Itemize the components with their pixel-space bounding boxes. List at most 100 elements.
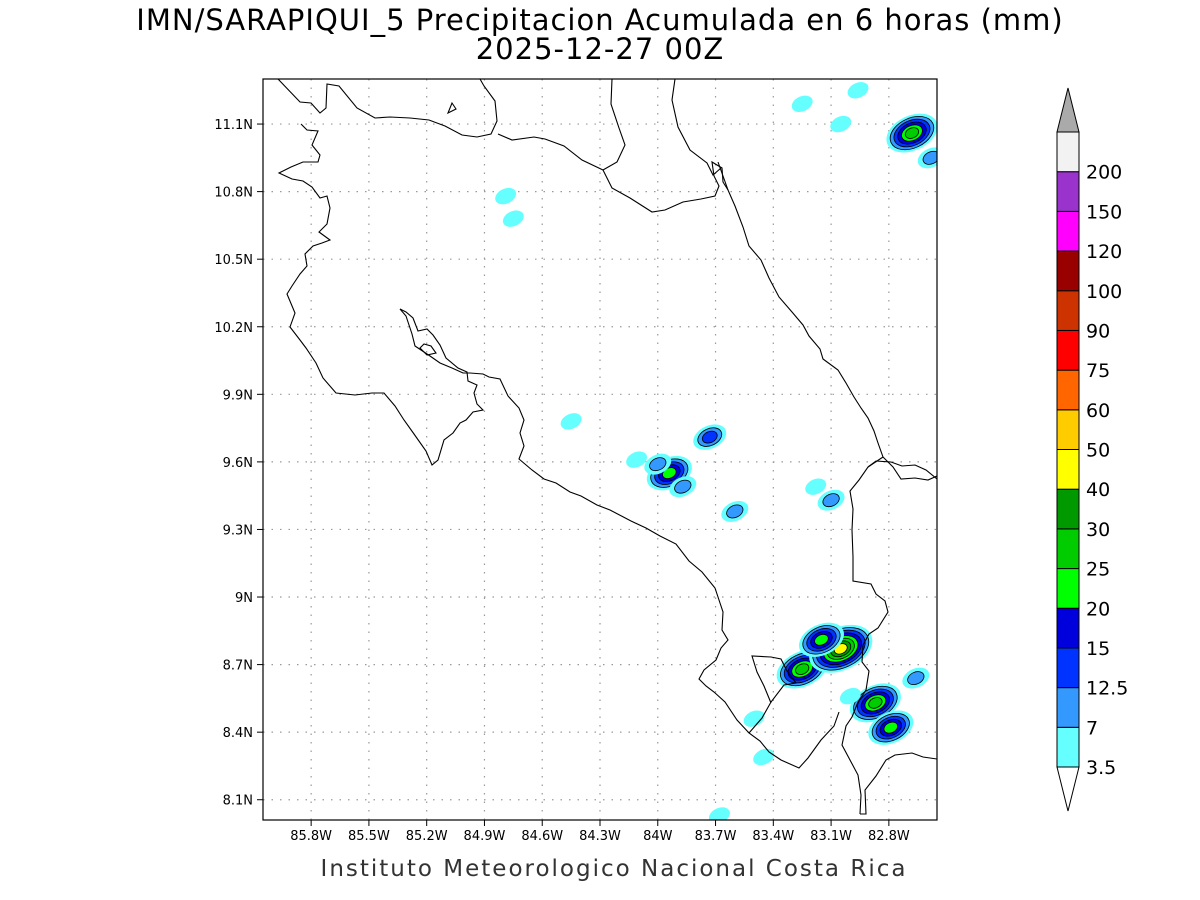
x-tick-label: 85.2W bbox=[406, 829, 448, 844]
x-tick-label: 84.6W bbox=[521, 829, 563, 844]
precip-cell bbox=[917, 147, 937, 169]
precip-cell bbox=[560, 413, 582, 430]
colorbar-swatch bbox=[1056, 131, 1080, 173]
precip-contour bbox=[795, 663, 810, 675]
colorbar-label: 60 bbox=[1086, 400, 1110, 422]
precip-cell bbox=[626, 451, 648, 468]
colorbar-swatch bbox=[1056, 210, 1080, 252]
precip-contour bbox=[726, 504, 744, 519]
colorbar-swatch bbox=[1056, 687, 1080, 728]
y-tick-label: 8.4N bbox=[223, 726, 253, 741]
precip-contour bbox=[868, 697, 883, 709]
x-tick-label: 82.8W bbox=[868, 829, 910, 844]
x-tick-label: 84W bbox=[643, 829, 673, 844]
precip-cell bbox=[644, 453, 672, 475]
colorbar-swatch bbox=[1056, 488, 1080, 530]
caribbean-coast-south bbox=[602, 160, 889, 815]
longitude-tick-labels: 85.8W 85.5W 85.2W 84.9W 84.6W 84.3W 84W 83.7W 83… bbox=[290, 820, 910, 844]
precip-cell bbox=[798, 622, 844, 658]
precip-cell bbox=[839, 687, 861, 705]
colorbar-label: 25 bbox=[1086, 559, 1110, 581]
precip-contour bbox=[847, 82, 869, 99]
precip-cell bbox=[495, 187, 517, 205]
panama-border-north bbox=[867, 460, 937, 480]
colorbar-swatch bbox=[1056, 329, 1080, 371]
precip-contour bbox=[830, 115, 852, 133]
colorbar-swatch bbox=[1056, 290, 1080, 331]
precip-cell bbox=[502, 210, 524, 227]
colorbar-swatch bbox=[1056, 528, 1080, 570]
y-tick-label: 8.7N bbox=[223, 659, 253, 674]
colorbar-label: 120 bbox=[1086, 241, 1122, 263]
precip-contour bbox=[649, 457, 667, 472]
latitude-tick-labels: 11.1N 10.8N 10.5N 10.2N 9.9N 9.6N 9.3N 9N 8.7N 8.… bbox=[214, 118, 263, 809]
colorbar-swatch bbox=[1056, 726, 1080, 768]
precip-cell bbox=[868, 710, 914, 745]
y-tick-label: 8.1N bbox=[223, 794, 253, 809]
x-tick-label: 85.5W bbox=[348, 829, 390, 844]
precip-cell bbox=[902, 667, 930, 689]
colorbar-swatch bbox=[1056, 607, 1080, 649]
precip-cell bbox=[817, 489, 845, 511]
precip-contour bbox=[791, 95, 813, 112]
map-subtitle: 2025-12-27 00Z bbox=[475, 32, 725, 66]
y-tick-label: 10.5N bbox=[214, 253, 253, 268]
precip-contour bbox=[743, 710, 765, 727]
colorbar-label: 100 bbox=[1086, 281, 1122, 303]
precip-cell bbox=[693, 424, 727, 450]
panama-east bbox=[882, 456, 937, 481]
precip-contour bbox=[883, 721, 899, 734]
colorbar-swatch bbox=[1056, 409, 1080, 450]
precip-contour bbox=[814, 633, 829, 646]
y-tick-label: 9.9N bbox=[223, 388, 253, 403]
coastlines-borders bbox=[277, 79, 937, 815]
precip-contour bbox=[495, 187, 517, 205]
institution-footer: Instituto Meteorologico Nacional Costa R… bbox=[320, 856, 908, 882]
precip-contour bbox=[753, 748, 775, 766]
precip-contour bbox=[708, 807, 730, 820]
y-tick-label: 9.3N bbox=[223, 523, 253, 538]
caribbean-coast bbox=[497, 79, 626, 171]
colorbar-label: 150 bbox=[1086, 201, 1122, 223]
precip-cell bbox=[830, 115, 852, 133]
precip-cell bbox=[886, 113, 937, 153]
nicoya-gulf-east bbox=[399, 308, 840, 769]
x-tick-label: 83.7W bbox=[695, 829, 737, 844]
colorbar-swatch bbox=[1056, 171, 1080, 212]
precip-contour bbox=[560, 413, 582, 430]
x-tick-label: 85.8W bbox=[290, 829, 332, 844]
small-island bbox=[446, 101, 457, 115]
x-tick-label: 83.4W bbox=[752, 829, 794, 844]
colorbar-label: 200 bbox=[1086, 162, 1122, 184]
coast-north-east bbox=[671, 79, 722, 176]
colorbar-label: 75 bbox=[1086, 360, 1110, 382]
precip-contour bbox=[701, 430, 718, 444]
colorbar-swatch bbox=[1056, 250, 1080, 292]
colorbar-swatch bbox=[1056, 449, 1080, 490]
lake-nicaragua-south bbox=[277, 123, 485, 466]
precip-contour bbox=[907, 671, 925, 686]
precip-cell bbox=[743, 710, 765, 727]
y-tick-label: 9N bbox=[235, 591, 253, 606]
colorbar-under-arrow bbox=[1056, 766, 1080, 812]
lake-islet bbox=[419, 343, 437, 356]
y-tick-label: 9.6N bbox=[223, 456, 253, 471]
colorbar-swatch bbox=[1056, 568, 1080, 609]
precip-cell bbox=[753, 748, 775, 766]
nicaragua-coast-north bbox=[277, 79, 498, 138]
osa-peninsula bbox=[748, 655, 797, 734]
y-tick-label: 11.1N bbox=[214, 118, 253, 133]
colorbar: 3.5 7 12.5 15 20 25 30 40 50 60 75 90 100 120 150 200 bbox=[1056, 87, 1128, 812]
precip-contour bbox=[502, 210, 524, 227]
precip-cell bbox=[708, 807, 730, 820]
precip-cell bbox=[805, 478, 827, 495]
precip-cell bbox=[721, 500, 749, 522]
precip-contour bbox=[805, 478, 827, 495]
precip-cell bbox=[791, 95, 813, 112]
x-tick-label: 83.1W bbox=[810, 829, 852, 844]
colorbar-label: 20 bbox=[1086, 598, 1110, 620]
x-tick-label: 84.3W bbox=[579, 829, 621, 844]
colorbar-swatch bbox=[1056, 647, 1080, 689]
colorbar-label: 15 bbox=[1086, 638, 1110, 660]
